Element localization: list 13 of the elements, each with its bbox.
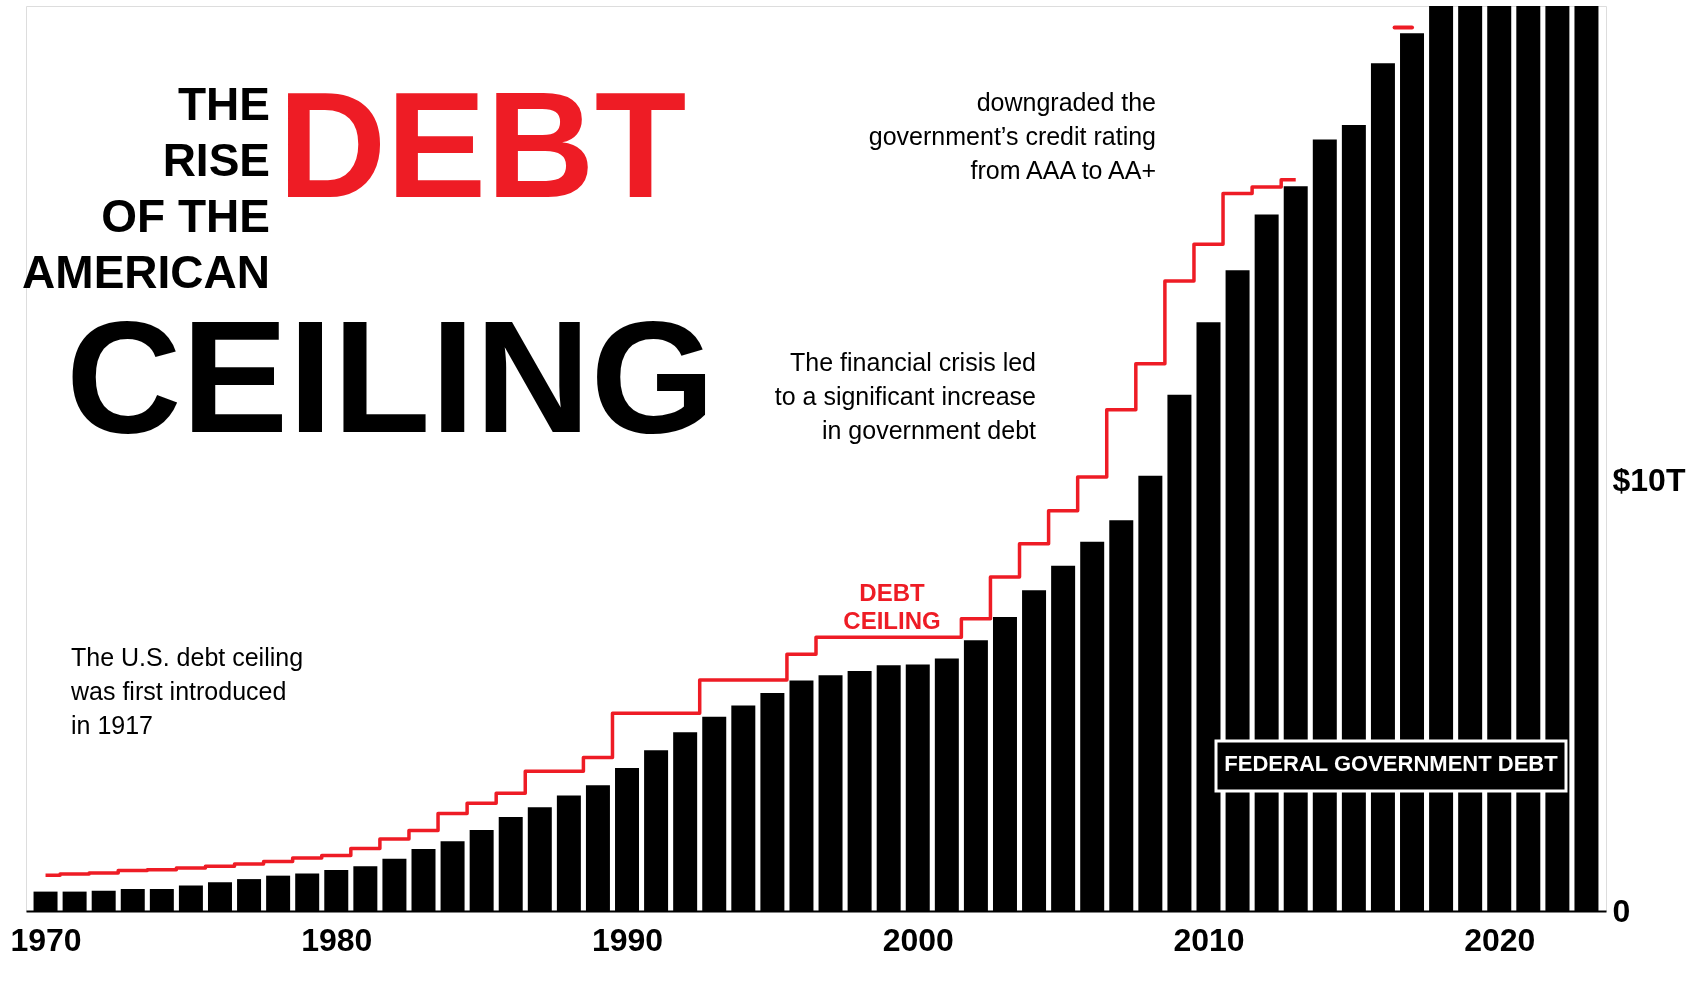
x-tick-label: 1970 [10, 921, 82, 958]
x-tick-label: 1980 [301, 921, 373, 958]
annotation: downgraded the government’s credit rating from AAA to AA+ [868, 88, 1156, 184]
x-tick-label: 2000 [882, 921, 954, 958]
y-tick-label: 0 [1612, 892, 1631, 929]
x-tick-label: 2020 [1464, 921, 1536, 958]
annotation: The financial crisis led to a significant increase in government debt [774, 348, 1037, 444]
x-tick-label: 2010 [1173, 921, 1245, 958]
series-label: FEDERAL GOVERNMENT DEBT [1224, 751, 1559, 776]
x-tick-label: 1990 [591, 921, 664, 958]
y-tick-label: $10T [1612, 461, 1686, 498]
series-label: DEBT CEILING [843, 579, 941, 634]
annotation: The U.S. debt ceiling was first introduced in 1917 [70, 643, 304, 739]
